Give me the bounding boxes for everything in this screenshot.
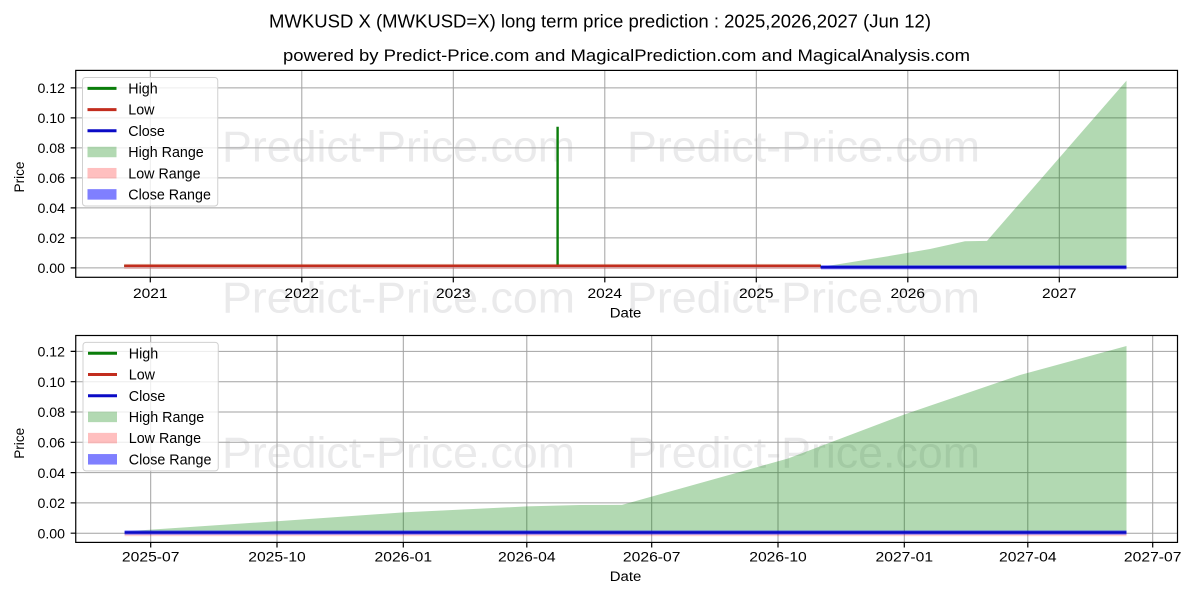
svg-text:0.02: 0.02 <box>38 496 66 511</box>
svg-text:2027-01: 2027-01 <box>876 549 934 564</box>
svg-text:Price: Price <box>12 162 27 193</box>
svg-text:2025-10: 2025-10 <box>248 549 306 564</box>
svg-text:Predict-Price.com: Predict-Price.com <box>222 274 575 323</box>
svg-text:0.12: 0.12 <box>38 345 66 360</box>
svg-text:Predict-Price.com: Predict-Price.com <box>627 429 980 478</box>
svg-text:2027-07: 2027-07 <box>1124 549 1182 564</box>
svg-text:0.06: 0.06 <box>38 436 66 451</box>
svg-text:Predict-Price.com: Predict-Price.com <box>222 123 575 172</box>
svg-text:High: High <box>129 346 158 362</box>
svg-text:2027-04: 2027-04 <box>999 549 1057 564</box>
svg-text:2023: 2023 <box>436 286 471 301</box>
svg-text:2026-01: 2026-01 <box>375 549 433 564</box>
svg-text:Low Range: Low Range <box>129 431 201 447</box>
svg-text:0.04: 0.04 <box>38 201 66 216</box>
svg-text:0.08: 0.08 <box>38 405 66 420</box>
svg-text:2026-04: 2026-04 <box>498 549 556 564</box>
svg-text:0.10: 0.10 <box>38 111 66 126</box>
svg-text:Price: Price <box>12 428 27 459</box>
svg-text:MWKUSD X (MWKUSD=X) long term: MWKUSD X (MWKUSD=X) long term price pred… <box>269 11 931 32</box>
svg-text:Close Range: Close Range <box>129 452 212 468</box>
svg-text:2024: 2024 <box>588 286 623 301</box>
svg-text:Close: Close <box>129 389 166 405</box>
svg-text:2027: 2027 <box>1042 286 1077 301</box>
svg-text:Date: Date <box>610 569 642 585</box>
svg-text:Low: Low <box>128 103 155 119</box>
svg-text:0.02: 0.02 <box>38 231 66 246</box>
svg-text:2025-07: 2025-07 <box>122 549 180 564</box>
svg-text:Close: Close <box>128 124 165 140</box>
svg-text:High Range: High Range <box>129 410 205 426</box>
svg-text:2026-07: 2026-07 <box>623 549 681 564</box>
svg-text:0.00: 0.00 <box>38 261 66 276</box>
svg-text:2025: 2025 <box>739 286 774 301</box>
svg-text:Predict-Price.com: Predict-Price.com <box>222 429 575 478</box>
svg-text:2026-10: 2026-10 <box>749 549 807 564</box>
svg-text:0.10: 0.10 <box>38 375 66 390</box>
svg-text:Close Range: Close Range <box>128 188 211 204</box>
svg-text:Low: Low <box>129 368 156 384</box>
svg-text:2022: 2022 <box>285 286 320 301</box>
svg-text:0.06: 0.06 <box>38 171 66 186</box>
svg-text:0.08: 0.08 <box>38 141 66 156</box>
svg-text:0.12: 0.12 <box>38 81 66 96</box>
svg-text:Predict-Price.com: Predict-Price.com <box>627 123 980 172</box>
svg-text:2026: 2026 <box>891 286 926 301</box>
svg-text:0.00: 0.00 <box>38 526 66 541</box>
svg-text:Date: Date <box>610 305 642 321</box>
svg-text:Low Range: Low Range <box>128 166 200 182</box>
svg-text:High: High <box>128 82 157 98</box>
svg-text:2021: 2021 <box>133 286 168 301</box>
svg-text:0.04: 0.04 <box>38 466 66 481</box>
svg-text:powered by Predict-Price.com a: powered by Predict-Price.com and Magical… <box>283 46 970 65</box>
svg-text:High Range: High Range <box>128 145 204 161</box>
svg-text:Predict-Price.com: Predict-Price.com <box>627 274 980 323</box>
